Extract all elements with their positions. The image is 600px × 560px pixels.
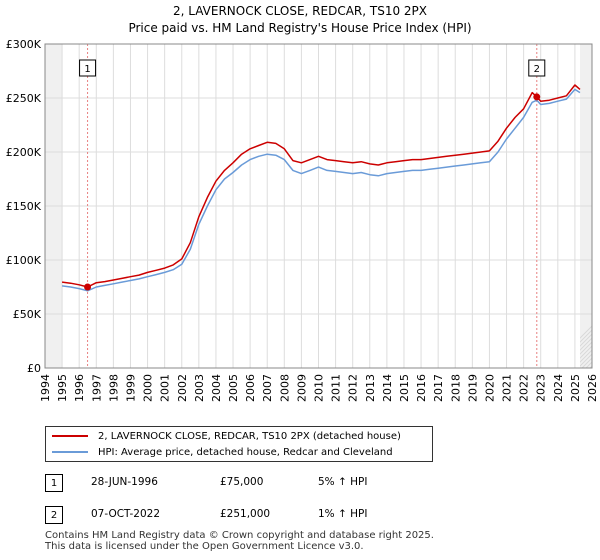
property-price-line	[62, 84, 581, 288]
x-tick-label: 2008	[278, 374, 291, 402]
sale-point-marker	[533, 93, 541, 101]
annotation-label: 1	[84, 64, 90, 75]
x-tick-label: 1994	[39, 374, 52, 402]
price-chart: £0 £50K £100K £150K £200K £250K £300K 1994 1995 1…	[6, 38, 600, 402]
y-tick-label: £200K	[6, 146, 42, 159]
x-tick-label: 2000	[142, 374, 155, 402]
x-tick-label: 2024	[552, 374, 565, 402]
y-tick-label: £250K	[6, 92, 42, 105]
x-tick-label: 1998	[107, 374, 120, 402]
transaction-date: 07-OCT-2022	[91, 508, 160, 520]
y-tick-label: £150K	[6, 200, 42, 213]
legend: 2, LAVERNOCK CLOSE, REDCAR, TS10 2PX (de…	[45, 426, 433, 462]
x-tick-label: 2016	[415, 374, 428, 402]
legend-item-hpi: HPI: Average price, detached house, Redc…	[46, 444, 393, 460]
x-tick-label: 2015	[398, 374, 411, 402]
x-tick-label: 2010	[313, 374, 326, 402]
x-tick-label: 1999	[124, 374, 137, 402]
transaction-price: £75,000	[220, 476, 264, 488]
x-tick-label: 2009	[295, 374, 308, 402]
transaction-hpi-change: 5% ↑ HPI	[318, 476, 368, 488]
x-tick-label: 2007	[261, 374, 274, 402]
sale-point-marker	[84, 283, 92, 291]
x-tick-label: 2012	[347, 374, 360, 402]
legend-line-hpi	[52, 451, 88, 453]
x-tick-label: 1995	[56, 374, 69, 402]
x-tick-label: 2001	[159, 374, 172, 402]
x-tick-label: 1997	[90, 374, 103, 402]
x-tick-label: 2026	[586, 374, 599, 402]
x-tick-label: 2002	[176, 374, 189, 402]
x-tick-label: 2005	[227, 374, 240, 402]
x-tick-label: 2021	[501, 374, 514, 402]
annotation-box	[528, 59, 546, 77]
y-tick-label: £0	[27, 362, 41, 375]
x-tick-label: 2011	[330, 374, 343, 402]
plot-border	[44, 43, 593, 369]
x-tick-label: 2017	[432, 374, 445, 402]
x-tick-label: 2006	[244, 374, 257, 402]
x-tick-label: 2013	[364, 374, 377, 402]
x-tick-label: 2020	[483, 374, 496, 402]
chart-title: 2, LAVERNOCK CLOSE, REDCAR, TS10 2PX	[172, 4, 428, 18]
x-tick-label: 2018	[449, 374, 462, 402]
legend-line-property	[52, 435, 88, 437]
x-tick-label: 2004	[210, 374, 223, 402]
x-tick-label: 2003	[193, 374, 206, 402]
x-tick-label: 2019	[466, 374, 479, 402]
transaction-date: 28-JUN-1996	[91, 476, 158, 488]
hatch-line	[594, 44, 600, 368]
annotation-box	[79, 59, 97, 77]
footer-licence: This data is licensed under the Open Gov…	[45, 541, 364, 552]
x-tick-label: 2025	[569, 374, 582, 402]
x-tick-label: 2023	[535, 374, 548, 402]
x-tick-label: 1996	[73, 374, 86, 402]
y-tick-label: £50K	[13, 308, 42, 321]
annotation-label: 2	[534, 64, 540, 75]
legend-label-hpi: HPI: Average price, detached house, Redc…	[98, 446, 393, 458]
y-tick-label: £300K	[6, 38, 42, 51]
legend-label-property: 2, LAVERNOCK CLOSE, REDCAR, TS10 2PX (de…	[98, 430, 401, 442]
x-tick-label: 2022	[518, 374, 531, 402]
x-tick-label: 2014	[381, 374, 394, 402]
y-tick-label: £100K	[6, 254, 42, 267]
transaction-number: 2	[45, 506, 63, 524]
footer-copyright: Contains HM Land Registry data © Crown c…	[45, 530, 434, 541]
hpi-line	[62, 88, 581, 292]
legend-item-property: 2, LAVERNOCK CLOSE, REDCAR, TS10 2PX (de…	[46, 428, 401, 444]
transaction-hpi-change: 1% ↑ HPI	[318, 508, 368, 520]
transaction-price: £251,000	[220, 508, 271, 520]
chart-subtitle: Price paid vs. HM Land Registry's House …	[128, 21, 472, 35]
transaction-number: 1	[45, 474, 63, 492]
